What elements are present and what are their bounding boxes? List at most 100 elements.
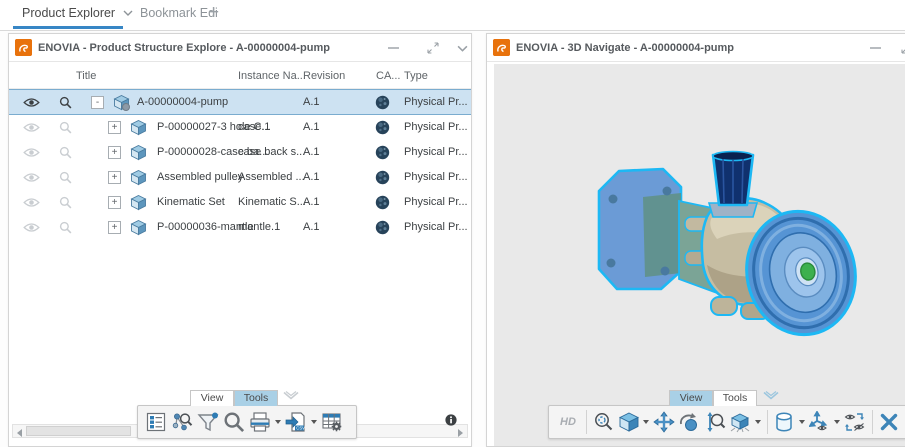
row-search-icon[interactable] <box>59 196 72 209</box>
row-revision: A.1 <box>303 121 320 133</box>
row-title[interactable]: Assembled pulley <box>157 171 244 183</box>
minimize-icon[interactable] <box>869 42 882 54</box>
right-toolbar: HD <box>548 405 905 439</box>
export-dropdown-arrow[interactable] <box>311 420 317 424</box>
row-instance: case.1 <box>238 121 271 133</box>
filter-icon[interactable] <box>195 409 221 435</box>
visibility-eye-icon[interactable] <box>23 97 40 108</box>
left-panel-header: ENOVIA - Product Structure Explore - A-0… <box>9 34 471 62</box>
zoom-fit-icon[interactable] <box>591 409 616 435</box>
table-row[interactable]: + Kinematic Set Kinematic S... A.1 Physi… <box>9 190 471 215</box>
add-tab-button[interactable]: + <box>208 2 220 23</box>
table-row[interactable]: + Assembled pulley Assembled ... A.1 Phy… <box>9 165 471 190</box>
maximize-icon[interactable] <box>427 42 439 54</box>
scroll-right-arrow[interactable] <box>458 429 463 437</box>
info-icon[interactable] <box>445 414 457 426</box>
product-cube-icon <box>130 119 147 136</box>
axis-dropdown-arrow[interactable] <box>834 420 841 424</box>
maximize-icon[interactable] <box>901 42 905 54</box>
active-tab-underline <box>13 26 123 29</box>
expand-expander[interactable]: + <box>108 146 121 159</box>
row-search-icon[interactable] <box>59 96 72 109</box>
row-title[interactable]: Kinematic Set <box>157 196 225 208</box>
row-search-icon[interactable] <box>59 221 72 234</box>
top-tab-bar: Product Explorer Bookmark Edi + <box>0 0 905 31</box>
render-style-icon[interactable] <box>727 409 752 435</box>
expand-expander[interactable]: + <box>108 121 121 134</box>
chevron-down-icon[interactable] <box>123 10 133 16</box>
collab-space-globe-icon <box>375 170 390 185</box>
visibility-eye-icon[interactable] <box>23 122 40 133</box>
row-instance: Kinematic S... <box>238 196 306 208</box>
scrollbar-thumb[interactable] <box>26 426 131 436</box>
right-panel-header: ENOVIA - 3D Navigate - A-00000004-pump <box>487 34 905 62</box>
column-revision[interactable]: Revision <box>303 70 346 82</box>
row-revision: A.1 <box>303 171 320 183</box>
scroll-left-arrow[interactable] <box>17 429 22 437</box>
svg-text:CSV: CSV <box>296 426 305 431</box>
table-row[interactable]: - A-00000004-pump A.1 Physical Pr... <box>9 89 471 115</box>
row-search-icon[interactable] <box>59 121 72 134</box>
row-revision: A.1 <box>303 221 320 233</box>
render-style-dropdown-arrow[interactable] <box>754 420 761 424</box>
table-settings-icon[interactable] <box>319 409 345 435</box>
toolbar-collapse-chevron-icon[interactable] <box>281 390 301 403</box>
section-cylinder-icon[interactable] <box>772 409 797 435</box>
tab-bookmark-editor[interactable]: Bookmark Edi <box>140 6 218 20</box>
expand-expander[interactable]: + <box>108 196 121 209</box>
tab-tools[interactable]: Tools <box>234 390 278 406</box>
hd-toggle-button[interactable]: HD <box>560 416 576 428</box>
expand-expander[interactable]: + <box>108 221 121 234</box>
row-title[interactable]: P-00000027-3 hole C... <box>157 121 271 133</box>
section-dropdown-arrow[interactable] <box>799 420 806 424</box>
row-title[interactable]: P-00000028-case ba... <box>157 146 269 158</box>
visibility-eye-icon[interactable] <box>23 147 40 158</box>
column-instance[interactable]: Instance Na... <box>238 70 306 82</box>
3d-navigate-panel: ENOVIA - 3D Navigate - A-00000004-pump <box>486 33 905 447</box>
swap-visibility-icon[interactable] <box>842 409 867 435</box>
row-search-icon[interactable] <box>59 146 72 159</box>
3d-viewport[interactable] <box>494 64 905 446</box>
tab-tools[interactable]: Tools <box>713 390 757 406</box>
search-icon[interactable] <box>221 409 247 435</box>
zoom-icon[interactable] <box>702 409 727 435</box>
product-cube-icon <box>130 144 147 161</box>
print-dropdown-arrow[interactable] <box>275 420 281 424</box>
table-row[interactable]: + P-00000036-mantle mantle.1 A.1 Physica… <box>9 215 471 240</box>
row-search-icon[interactable] <box>59 171 72 184</box>
toolbar-collapse-chevron-icon[interactable] <box>761 390 781 403</box>
tab-view[interactable]: View <box>669 390 713 406</box>
row-title[interactable]: P-00000036-mantle <box>157 221 254 233</box>
row-instance: Assembled ... <box>238 171 305 183</box>
export-csv-icon[interactable]: CSV <box>283 409 309 435</box>
collapse-expander[interactable]: - <box>91 96 104 109</box>
minimize-icon[interactable] <box>387 42 400 54</box>
product-structure-panel: ENOVIA - Product Structure Explore - A-0… <box>8 33 472 447</box>
pump-3d-model[interactable] <box>589 147 857 362</box>
print-icon[interactable] <box>247 409 273 435</box>
pan-icon[interactable] <box>651 409 676 435</box>
close-icon[interactable] <box>877 409 902 435</box>
tree-view-icon[interactable] <box>143 409 169 435</box>
toolbar-separator <box>871 410 873 434</box>
panel-chevron-down-icon[interactable] <box>457 45 468 52</box>
row-title[interactable]: A-00000004-pump <box>137 96 229 108</box>
row-instance: mantle.1 <box>238 221 281 233</box>
expand-expander[interactable]: + <box>108 171 121 184</box>
tab-product-explorer[interactable]: Product Explorer <box>22 6 133 20</box>
visibility-eye-icon[interactable] <box>23 172 40 183</box>
column-ca[interactable]: CA... <box>376 70 401 82</box>
tab-view[interactable]: View <box>190 390 234 406</box>
column-title[interactable]: Title <box>76 70 97 82</box>
structure-search-icon[interactable] <box>169 409 195 435</box>
table-row[interactable]: + P-00000028-case ba... case back s... A… <box>9 140 471 165</box>
product-cube-icon <box>130 169 147 186</box>
rotate-orbit-icon[interactable] <box>677 409 702 435</box>
column-type[interactable]: Type <box>404 70 428 82</box>
table-row[interactable]: + P-00000027-3 hole C... case.1 A.1 Phys… <box>9 115 471 140</box>
visibility-eye-icon[interactable] <box>23 197 40 208</box>
axis-visibility-icon[interactable] <box>807 409 832 435</box>
view-orientation-cube-icon[interactable] <box>616 409 641 435</box>
view-orientation-dropdown-arrow[interactable] <box>643 420 650 424</box>
visibility-eye-icon[interactable] <box>23 222 40 233</box>
